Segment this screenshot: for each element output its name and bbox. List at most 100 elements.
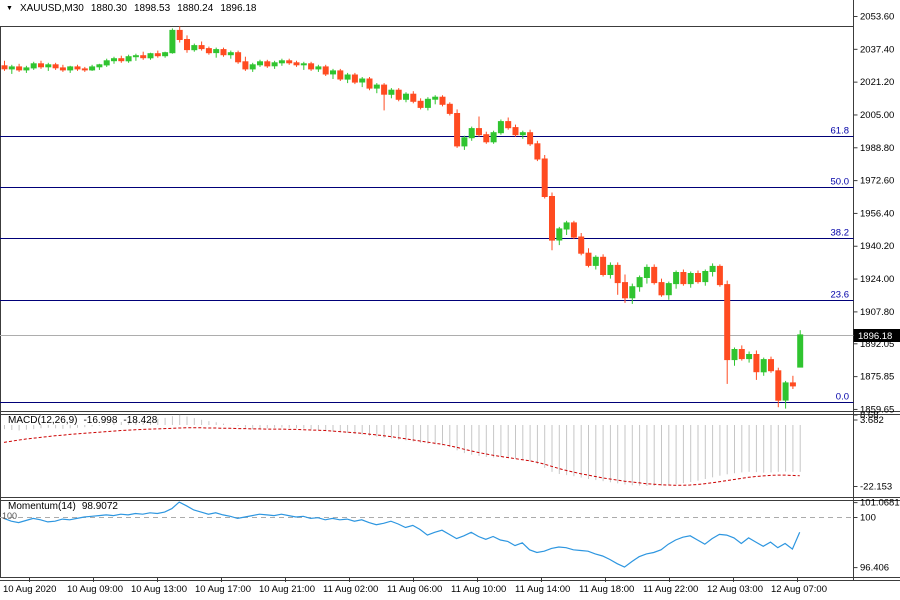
price-tick-label: 1972.60 bbox=[860, 176, 894, 187]
macd-signal-path bbox=[3, 427, 800, 486]
candle-body bbox=[782, 382, 789, 401]
candle-body bbox=[125, 56, 132, 62]
symbol-dropdown-arrow[interactable]: ▼ bbox=[6, 4, 13, 12]
candle-body bbox=[169, 29, 176, 54]
fib-labels: 61.8 50.0 38.2 23.6 0.0 bbox=[831, 126, 850, 403]
time-axis-label: 12 Aug 07:00 bbox=[771, 584, 827, 595]
candle-body bbox=[665, 283, 672, 296]
candle-body bbox=[702, 271, 709, 283]
candle-body bbox=[731, 349, 738, 361]
time-axis-label: 10 Aug 17:00 bbox=[195, 584, 251, 595]
fib-level-label: 23.6 bbox=[831, 290, 850, 301]
macd-name: MACD(12,26,9) bbox=[8, 415, 78, 426]
fib-level-label: 0.0 bbox=[836, 392, 849, 403]
candle-body bbox=[629, 286, 636, 299]
candle-body bbox=[322, 66, 329, 75]
candle-body bbox=[242, 61, 249, 70]
candle-body bbox=[797, 334, 804, 368]
price-tick-label: 2053.60 bbox=[860, 12, 894, 23]
momentum-indicator-label: Momentum(14) 98.9072 bbox=[8, 501, 118, 512]
candle-body bbox=[16, 66, 23, 71]
candle-body bbox=[570, 222, 577, 238]
candle-body bbox=[432, 96, 439, 100]
candle-body bbox=[286, 60, 293, 64]
time-axis-label: 10 Aug 21:00 bbox=[259, 584, 315, 595]
candle-body bbox=[227, 52, 234, 56]
candle-body bbox=[176, 29, 183, 40]
candle-body bbox=[373, 84, 380, 89]
candle-body bbox=[264, 61, 271, 67]
candle-body bbox=[162, 52, 169, 57]
symbol-timeframe: XAUUSD,M30 bbox=[19, 3, 84, 14]
candle-body bbox=[381, 84, 388, 95]
candle-body bbox=[81, 68, 88, 71]
candle-body bbox=[249, 64, 256, 70]
price-tick-label: 1956.40 bbox=[860, 208, 894, 219]
fib-level-label: 61.8 bbox=[831, 126, 850, 137]
candle-body bbox=[191, 45, 198, 51]
momentum-path bbox=[3, 501, 801, 568]
candle-body bbox=[541, 158, 548, 197]
candle-body bbox=[89, 66, 96, 71]
candle-body bbox=[505, 121, 512, 129]
candle-body bbox=[205, 48, 212, 54]
ohlc-close: 1896.18 bbox=[220, 3, 257, 14]
macd-scale-labels: 8.683.682 -22.153 bbox=[853, 410, 892, 493]
candle-body bbox=[293, 62, 300, 66]
last-price-badge-box bbox=[853, 329, 900, 342]
price-tick-label: 1892.05 bbox=[860, 339, 894, 350]
momentum-value: 98.9072 bbox=[81, 501, 118, 512]
candle-body bbox=[96, 64, 103, 68]
candle-body bbox=[461, 137, 468, 147]
candle-body bbox=[775, 370, 782, 401]
candle-body bbox=[103, 60, 110, 66]
time-axis-label: 11 Aug 14:00 bbox=[515, 584, 570, 595]
time-axis-label: 10 Aug 09:00 bbox=[67, 584, 123, 595]
candle-body bbox=[213, 49, 220, 54]
fib-level-label: 50.0 bbox=[831, 177, 850, 188]
candle-body bbox=[278, 60, 285, 64]
candle-body bbox=[388, 89, 395, 95]
momentum-scale-label: 101.0681 bbox=[860, 498, 900, 509]
macd-histogram bbox=[4, 414, 801, 487]
candle-body bbox=[154, 53, 161, 57]
candle-body bbox=[446, 103, 453, 114]
time-axis-label: 12 Aug 03:00 bbox=[707, 584, 763, 595]
time-axis-label: 11 Aug 10:00 bbox=[451, 584, 506, 595]
candle-body bbox=[344, 74, 351, 80]
candle-body bbox=[235, 52, 242, 63]
candle-body bbox=[118, 58, 125, 62]
candle-body bbox=[271, 62, 278, 67]
ohlc-low: 1880.24 bbox=[177, 3, 214, 14]
price-tick-label: 2005.00 bbox=[860, 110, 894, 121]
momentum-line bbox=[3, 501, 801, 568]
candle-body bbox=[600, 256, 607, 275]
candle-body bbox=[300, 63, 307, 66]
candle-body bbox=[45, 64, 52, 68]
candle-body bbox=[658, 282, 665, 296]
macd-scale-label: 8.68 bbox=[860, 410, 879, 421]
momentum-name: Momentum(14) bbox=[8, 501, 76, 512]
candle-body bbox=[746, 354, 753, 360]
price-axis-ticks: 2053.60 2037.40 2021.20 2005.00 1988.80 1972.… bbox=[853, 12, 894, 415]
candle-body bbox=[534, 143, 541, 160]
candle-body bbox=[454, 113, 461, 147]
price-tick-label: 2037.40 bbox=[860, 44, 894, 55]
candle-body bbox=[789, 382, 796, 387]
candle-body bbox=[680, 272, 687, 285]
candle-body bbox=[716, 265, 723, 286]
macd-scale-label: -22.153 bbox=[860, 482, 892, 493]
momentum-scale-labels: 101.0681 100 96.406 bbox=[853, 498, 900, 574]
candle-body bbox=[220, 49, 227, 56]
last-price-badge: 1896.18 bbox=[853, 329, 900, 342]
macd-signal-line bbox=[3, 427, 800, 486]
candle-body bbox=[527, 132, 534, 145]
candle-body bbox=[578, 236, 585, 254]
chart-header: ▼ XAUUSD,M30 1880.30 1898.53 1880.24 189… bbox=[6, 3, 256, 14]
candle-body bbox=[476, 128, 482, 136]
time-axis-label: 11 Aug 18:00 bbox=[579, 584, 634, 595]
candle-body bbox=[417, 100, 424, 108]
candle-body bbox=[643, 266, 650, 278]
price-tick-label: 1940.20 bbox=[860, 241, 894, 252]
